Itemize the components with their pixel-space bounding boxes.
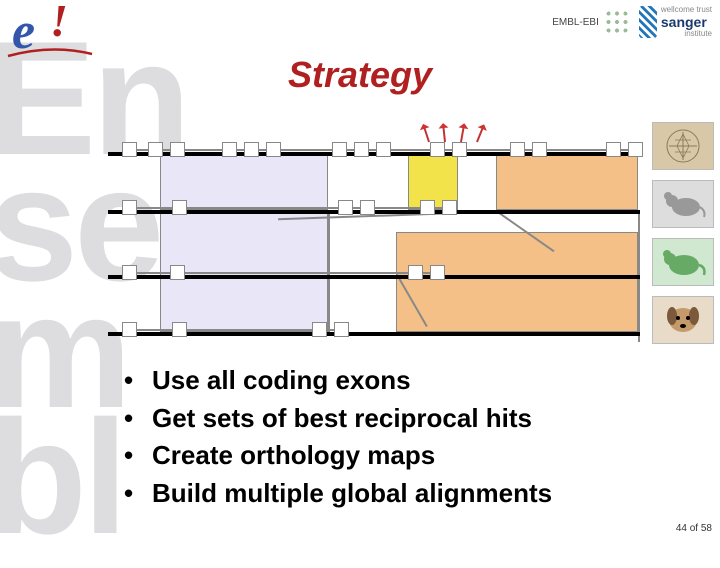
bullet-item: Build multiple global alignments bbox=[124, 475, 552, 513]
species-dog bbox=[652, 296, 714, 344]
exon-connector bbox=[137, 207, 173, 209]
exon-box bbox=[170, 265, 185, 280]
exon-box bbox=[122, 322, 137, 337]
exon-connector bbox=[187, 329, 313, 331]
genome-track bbox=[108, 152, 640, 156]
arrow-icon bbox=[422, 125, 429, 143]
exon-connector bbox=[467, 149, 511, 151]
exon-box bbox=[452, 142, 467, 157]
sanger-logo: wellcome trust sanger institute bbox=[639, 6, 712, 39]
species-column bbox=[652, 122, 714, 344]
bullet-item: Get sets of best reciprocal hits bbox=[124, 400, 552, 438]
arrow-icon bbox=[442, 124, 446, 142]
exon-connector bbox=[375, 207, 421, 209]
exon-box bbox=[510, 142, 525, 157]
exon-box bbox=[122, 200, 137, 215]
exon-connector bbox=[547, 149, 607, 151]
diagram-region bbox=[496, 154, 638, 210]
helix-icon bbox=[639, 6, 657, 38]
exon-box bbox=[628, 142, 643, 157]
exon-connector bbox=[185, 272, 409, 274]
species-human bbox=[652, 122, 714, 170]
svg-text:!: ! bbox=[50, 4, 68, 46]
exon-connector bbox=[185, 149, 223, 151]
species-rat bbox=[652, 238, 714, 286]
exon-connector bbox=[137, 272, 171, 274]
exon-box bbox=[222, 142, 237, 157]
exon-box bbox=[122, 265, 137, 280]
exon-connector bbox=[137, 329, 173, 331]
exon-box bbox=[430, 142, 445, 157]
genome-track bbox=[108, 275, 640, 279]
exon-box bbox=[376, 142, 391, 157]
exon-connector bbox=[187, 207, 339, 209]
exon-box bbox=[122, 142, 137, 157]
slide-title: Strategy bbox=[0, 54, 720, 96]
embl-ebi-logo: EMBL-EBI bbox=[552, 8, 631, 36]
exon-box bbox=[338, 200, 353, 215]
genome-track bbox=[108, 332, 640, 336]
exon-box bbox=[266, 142, 281, 157]
exon-box bbox=[312, 322, 327, 337]
bullet-list: Use all coding exonsGet sets of best rec… bbox=[124, 362, 552, 513]
page-footer: 44 of 58 bbox=[676, 523, 712, 534]
exon-box bbox=[172, 322, 187, 337]
exon-box bbox=[420, 200, 435, 215]
exon-box bbox=[332, 142, 347, 157]
exon-box bbox=[360, 200, 375, 215]
diagram-region bbox=[396, 232, 638, 332]
bullet-item: Use all coding exons bbox=[124, 362, 552, 400]
exon-connector bbox=[281, 149, 333, 151]
header-logos: EMBL-EBI wellcome trust sanger institute bbox=[552, 6, 712, 39]
exon-box bbox=[172, 200, 187, 215]
ensembl-logo: e ! bbox=[6, 4, 96, 64]
exon-box bbox=[354, 142, 369, 157]
exon-box bbox=[408, 265, 423, 280]
exon-box bbox=[606, 142, 621, 157]
exon-box bbox=[442, 200, 457, 215]
orthology-diagram bbox=[108, 120, 640, 350]
species-mouse bbox=[652, 180, 714, 228]
arrow-icon bbox=[476, 125, 485, 142]
ebi-pattern-icon bbox=[603, 8, 631, 36]
arrow-icon bbox=[460, 124, 465, 142]
exon-box bbox=[532, 142, 547, 157]
exon-box bbox=[334, 322, 349, 337]
exon-box bbox=[148, 142, 163, 157]
exon-connector bbox=[391, 149, 431, 151]
exon-box bbox=[430, 265, 445, 280]
bullet-item: Create orthology maps bbox=[124, 437, 552, 475]
exon-box bbox=[244, 142, 259, 157]
exon-box bbox=[170, 142, 185, 157]
